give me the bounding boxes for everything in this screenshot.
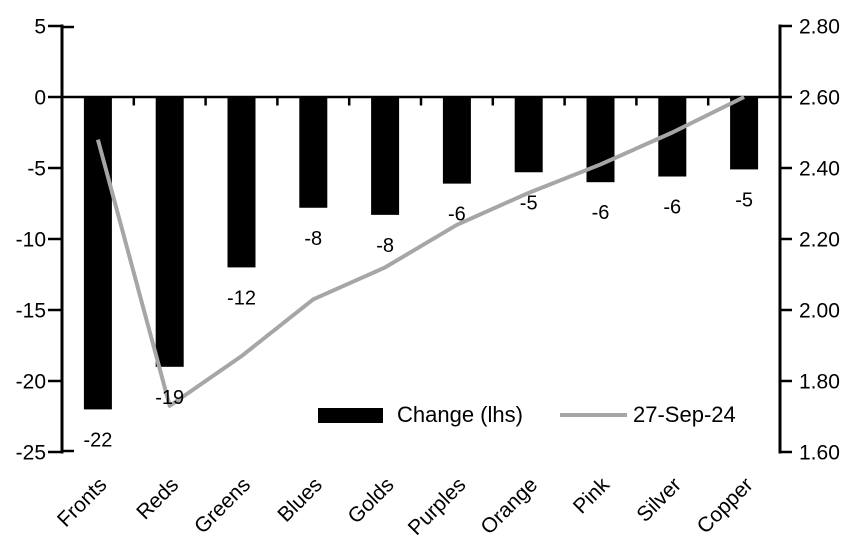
bar-value-label: -6 bbox=[448, 204, 466, 226]
left-axis-tick-label: 0 bbox=[34, 86, 46, 109]
category-label: Greens bbox=[190, 473, 255, 538]
category-label: Copper bbox=[693, 473, 758, 538]
legend: Change (lhs) 27-Sep-24 bbox=[318, 402, 758, 428]
right-axis-tick-label: 2.60 bbox=[799, 86, 840, 109]
right-axis-tick-label: 1.80 bbox=[799, 370, 840, 393]
category-label: Blues bbox=[273, 473, 326, 526]
left-axis-tick-label: -10 bbox=[16, 228, 46, 251]
category-label: Fronts bbox=[53, 473, 111, 531]
bar bbox=[371, 97, 400, 215]
bar-value-label: -19 bbox=[155, 387, 184, 409]
category-labels: Fronts Reds Greens Blues Golds Purples Orange P… bbox=[53, 473, 758, 540]
right-axis-tick-label: 2.80 bbox=[799, 15, 840, 38]
bar bbox=[730, 97, 759, 170]
left-axis-tick-label: 5 bbox=[34, 15, 46, 38]
bars-group bbox=[83, 97, 759, 410]
category-label: Reds bbox=[132, 473, 183, 524]
bar-value-label: -6 bbox=[592, 202, 610, 224]
bar-value-label: -6 bbox=[663, 197, 681, 219]
bar bbox=[442, 97, 471, 184]
right-axis-tick-label: 2.20 bbox=[799, 228, 840, 251]
category-label: Purples bbox=[404, 473, 471, 540]
right-axis: 2.80 2.60 2.40 2.20 2.00 1.80 1.60 bbox=[778, 15, 840, 464]
bar-value-label: -12 bbox=[227, 287, 256, 309]
bar bbox=[227, 97, 256, 268]
left-axis: 5 0 -5 -10 -15 -20 -25 bbox=[16, 15, 74, 464]
bar bbox=[514, 97, 543, 173]
category-label: Silver bbox=[632, 473, 685, 526]
left-axis-tick-label: -25 bbox=[16, 441, 46, 464]
left-axis-tick-label: -5 bbox=[27, 157, 46, 180]
bar-value-label: -5 bbox=[735, 189, 753, 211]
bar bbox=[299, 97, 328, 208]
category-label: Golds bbox=[344, 473, 399, 528]
legend-bar-label: Change (lhs) bbox=[397, 402, 523, 427]
line-series bbox=[95, 95, 745, 408]
left-axis-tick-label: -15 bbox=[16, 299, 46, 322]
bar bbox=[83, 97, 112, 410]
bar-value-label: -8 bbox=[304, 228, 322, 250]
left-axis-tick-label: -20 bbox=[16, 370, 46, 393]
legend-line-swatch bbox=[560, 413, 627, 417]
bar-value-labels: -22 -19 -12 -8 -8 -6 -5 -6 -6 -5 bbox=[83, 189, 753, 451]
right-axis-tick-label: 2.40 bbox=[799, 157, 840, 180]
bar-value-label: -5 bbox=[520, 192, 538, 214]
legend-line-label: 27-Sep-24 bbox=[633, 402, 736, 427]
right-axis-tick-label: 1.60 bbox=[799, 441, 840, 464]
category-label: Pink bbox=[569, 473, 615, 519]
right-axis-tick-label: 2.00 bbox=[799, 299, 840, 322]
category-label: Orange bbox=[476, 473, 542, 539]
bar-value-label: -8 bbox=[376, 235, 394, 257]
bar bbox=[155, 97, 184, 367]
bar-value-label: -22 bbox=[83, 429, 112, 451]
legend-bar-swatch bbox=[318, 408, 383, 423]
